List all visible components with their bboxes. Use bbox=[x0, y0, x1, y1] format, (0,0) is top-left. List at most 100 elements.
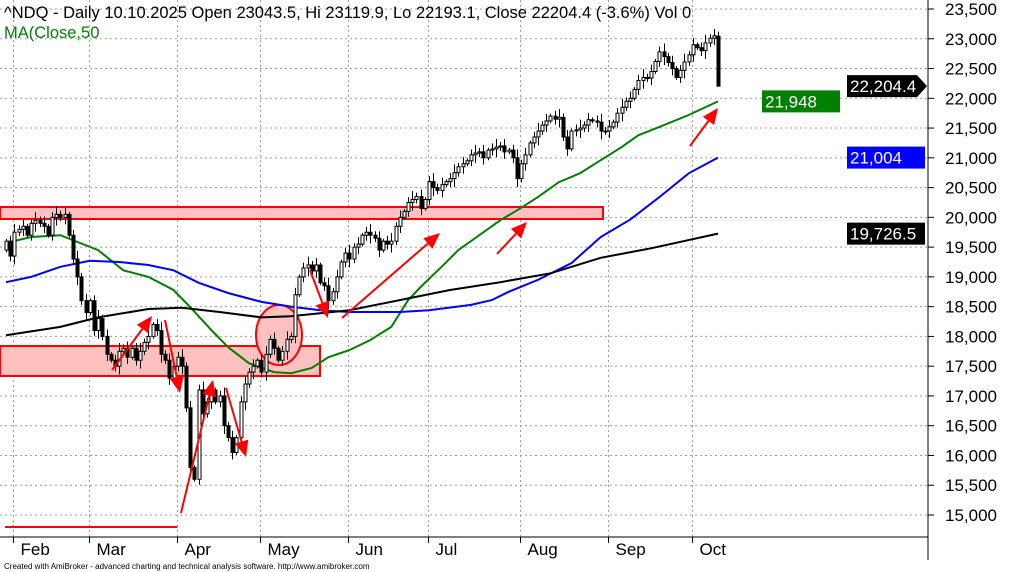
candle-body bbox=[88, 300, 93, 314]
candle-body bbox=[687, 54, 692, 63]
candle bbox=[465, 158, 470, 167]
candle-body bbox=[21, 225, 26, 230]
arrow-head bbox=[169, 375, 184, 393]
candle-body bbox=[569, 130, 574, 150]
candle bbox=[130, 345, 135, 360]
candle bbox=[21, 219, 26, 237]
candle-body bbox=[335, 276, 340, 293]
candle-body bbox=[54, 213, 59, 218]
candle bbox=[448, 173, 453, 187]
red-arrow bbox=[341, 233, 440, 319]
arrow-shaft bbox=[225, 387, 243, 442]
candle bbox=[352, 243, 357, 263]
x-tick-label: Oct bbox=[700, 540, 727, 559]
candle bbox=[670, 55, 675, 76]
candle bbox=[63, 207, 68, 225]
candle bbox=[477, 148, 482, 157]
red-arrow bbox=[496, 222, 527, 255]
candle-body bbox=[599, 121, 604, 132]
candle-body bbox=[134, 347, 139, 361]
candle bbox=[540, 121, 545, 135]
candle bbox=[356, 237, 361, 254]
candle bbox=[96, 310, 101, 339]
candle bbox=[628, 91, 633, 109]
y-tick-label: 20,000 bbox=[945, 208, 997, 227]
candle-body bbox=[381, 240, 386, 251]
candle bbox=[682, 53, 687, 79]
candle bbox=[519, 159, 524, 183]
candle bbox=[8, 235, 13, 262]
price-tag-label: 21,948 bbox=[765, 92, 817, 111]
ma-value-tag bbox=[762, 90, 840, 113]
y-tick-label: 15,500 bbox=[945, 476, 997, 495]
candle-body bbox=[84, 300, 89, 314]
candle-body bbox=[469, 154, 474, 162]
candle-body bbox=[29, 222, 34, 236]
candle-body bbox=[670, 62, 675, 70]
candle-body bbox=[314, 264, 319, 272]
candle bbox=[427, 176, 432, 205]
candle-body bbox=[389, 240, 394, 245]
red-arrow bbox=[689, 108, 718, 147]
red-arrow bbox=[225, 387, 249, 457]
candle-body bbox=[385, 240, 390, 245]
candle bbox=[423, 197, 428, 211]
candle-body bbox=[318, 264, 323, 284]
candle-body bbox=[109, 353, 114, 361]
candle-body bbox=[58, 213, 63, 218]
y-tick-label: 22,000 bbox=[945, 89, 997, 108]
x-tick-label: Sep bbox=[616, 540, 646, 559]
candle-body bbox=[293, 294, 298, 337]
candle-body bbox=[641, 76, 646, 81]
candle bbox=[373, 231, 378, 243]
candle-body bbox=[565, 136, 570, 150]
x-tick-label: Mar bbox=[97, 540, 127, 559]
candle-body bbox=[251, 365, 256, 373]
candle-body bbox=[628, 97, 633, 102]
candle-body bbox=[528, 142, 533, 156]
candle bbox=[620, 98, 625, 122]
y-tick-label: 23,500 bbox=[945, 0, 997, 19]
moving-average-line bbox=[5, 100, 719, 375]
x-tick-label: Aug bbox=[528, 540, 558, 559]
candle bbox=[306, 256, 311, 277]
arrow-head bbox=[423, 233, 440, 249]
candle bbox=[243, 375, 248, 411]
candle-body bbox=[42, 222, 47, 227]
candle bbox=[528, 140, 533, 158]
x-tick-label: Jul bbox=[436, 540, 458, 559]
candle-body bbox=[280, 350, 285, 361]
candle bbox=[431, 173, 436, 196]
arrow-head bbox=[510, 222, 527, 239]
candle bbox=[318, 262, 323, 286]
candle bbox=[226, 421, 231, 442]
ma-value-tag bbox=[847, 146, 925, 169]
candle bbox=[230, 430, 235, 460]
moving-average-line bbox=[5, 232, 719, 337]
candle bbox=[712, 28, 717, 46]
candle-body bbox=[695, 44, 700, 49]
y-tick-label: 17,500 bbox=[945, 357, 997, 376]
candle bbox=[159, 322, 164, 363]
candle-body bbox=[410, 198, 415, 203]
candle bbox=[624, 97, 629, 112]
candle-body bbox=[121, 347, 126, 352]
candle bbox=[138, 342, 143, 369]
candle-body bbox=[398, 216, 403, 227]
candle bbox=[548, 113, 553, 124]
y-tick-label: 23,000 bbox=[945, 30, 997, 49]
candle-body bbox=[79, 276, 84, 302]
candle bbox=[218, 390, 223, 408]
candle-body bbox=[264, 353, 269, 373]
candle bbox=[188, 401, 193, 475]
candle-body bbox=[25, 225, 30, 236]
candle-body bbox=[582, 124, 587, 129]
candle-body bbox=[326, 285, 331, 302]
candle bbox=[557, 109, 562, 128]
candle bbox=[657, 46, 662, 67]
candle-body bbox=[222, 395, 227, 427]
candle bbox=[180, 348, 185, 375]
candle-body bbox=[163, 353, 168, 361]
arrow-shaft bbox=[341, 242, 429, 319]
